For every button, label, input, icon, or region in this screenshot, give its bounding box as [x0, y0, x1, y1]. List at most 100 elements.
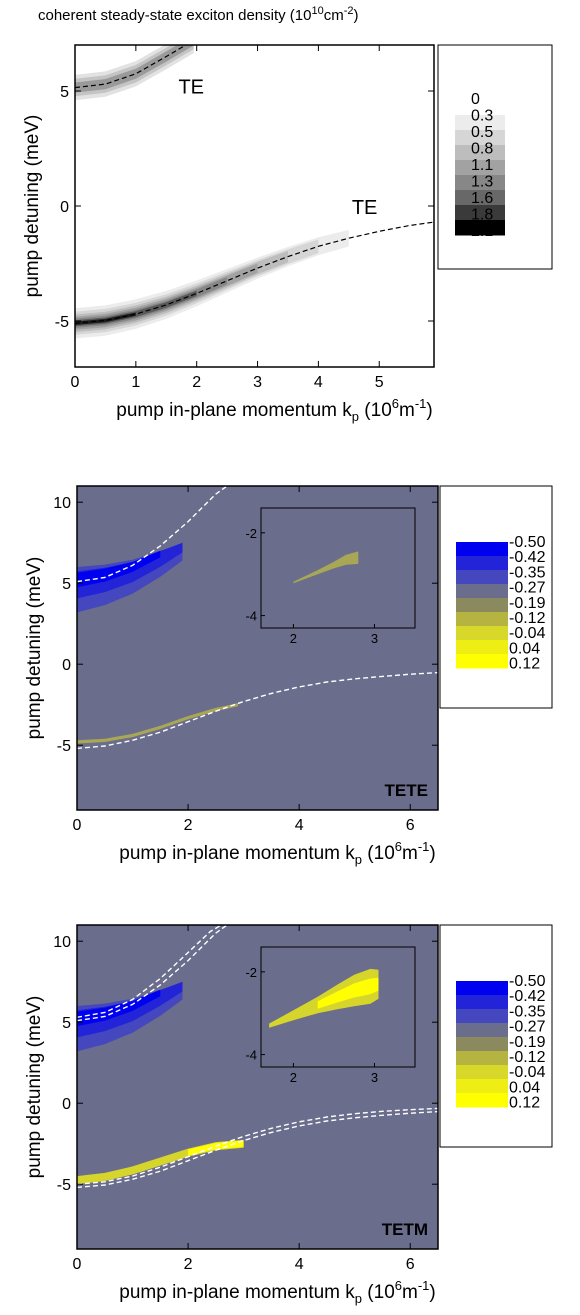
legend-label: -0.27	[509, 580, 546, 597]
x-axis-label-exp: 6	[395, 839, 402, 854]
legend-label: -0.50	[509, 534, 546, 551]
legend-swatch	[456, 640, 508, 655]
y-axis-label: pump detuning (meV)	[24, 557, 45, 740]
inset-x-tick-label: 2	[290, 631, 297, 646]
legend-label: 0	[471, 91, 480, 108]
inset-streak	[293, 551, 359, 584]
legend-swatch	[456, 1079, 508, 1094]
legend-label: 1.6	[471, 190, 493, 207]
legend-swatch	[455, 145, 505, 161]
x-axis-label-sub: p	[355, 1291, 362, 1306]
x-tick-label: 2	[184, 1256, 193, 1273]
panel-label: TETM	[382, 1220, 428, 1239]
chart-title: coherent steady-state exciton density (1…	[38, 5, 359, 24]
x-axis-label-unit: m	[402, 1282, 418, 1303]
dispersion-line-upper	[75, 45, 188, 89]
y-tick-label: 0	[62, 1096, 71, 1113]
y-tick-label: 5	[62, 576, 71, 593]
legend-swatch	[456, 1065, 508, 1080]
x-axis-label-unit: m	[402, 843, 418, 864]
legend-swatch	[456, 584, 508, 599]
panel-2-frame	[76, 485, 439, 811]
y-tick-label: 0	[62, 657, 71, 674]
legend-swatch	[455, 100, 505, 116]
legend-label: -0.19	[509, 1034, 546, 1051]
inset-y-tick-label: -2	[245, 965, 257, 980]
legend-swatch	[455, 160, 505, 176]
x-tick-label: 1	[131, 374, 140, 391]
density-contour-upper	[75, 45, 194, 93]
legend-label: -0.04	[509, 625, 546, 642]
y-tick-label: 0	[60, 199, 69, 216]
chart-title-unit-exp: -2	[344, 5, 354, 17]
legend-swatch	[455, 220, 505, 236]
panel-3-frame	[76, 924, 439, 1250]
y-tick-label: -5	[57, 1177, 71, 1194]
chart-title-main: coherent steady-state exciton density (1…	[38, 7, 312, 24]
y-tick-label: 10	[53, 934, 71, 951]
x-axis-label-sub: p	[355, 852, 362, 867]
legend-swatch	[456, 598, 508, 613]
x-axis-label-exp2: -1	[415, 396, 427, 411]
legend-swatch	[456, 1051, 508, 1066]
y-axis-label: pump detuning (meV)	[24, 996, 45, 1179]
inset-streak-core	[317, 977, 379, 1009]
panel-2-inset-frame	[260, 507, 416, 629]
legend-label: 1.3	[471, 174, 493, 191]
legend-swatch	[456, 1093, 508, 1108]
legend-swatch	[456, 612, 508, 627]
x-axis-label-close: )	[429, 843, 435, 864]
y-tick-label: -5	[57, 738, 71, 755]
dispersion-line-lower	[77, 1110, 438, 1189]
legend-label: 0.3	[471, 108, 493, 125]
legend-label: -0.50	[509, 973, 546, 990]
legend-swatch	[455, 175, 505, 191]
legend-swatch	[456, 556, 508, 571]
x-tick-label: 5	[375, 374, 384, 391]
panel-3: 2 3 -2 -4 0 2 4 6 -5 0 5 10 pump in-plane momentum k…	[24, 924, 553, 1306]
chart-title-exp: 10	[312, 5, 324, 17]
x-axis-label-unit-open: (10	[359, 400, 392, 421]
x-axis-label-exp2: -1	[418, 839, 430, 854]
legend-label: -0.42	[509, 988, 546, 1005]
x-tick-label: 0	[71, 374, 80, 391]
legend-label: 0.12	[509, 1095, 540, 1112]
x-tick-label: 4	[295, 817, 304, 834]
legend-label: -0.12	[509, 610, 546, 627]
dispersion-line-lower	[77, 1107, 438, 1185]
x-axis-label-exp: 6	[395, 1278, 402, 1293]
y-axis-label: pump detuning (meV)	[22, 115, 43, 298]
x-tick-label: 4	[295, 1256, 304, 1273]
inset-x-tick-label: 3	[371, 631, 378, 646]
legend-label: -0.35	[509, 564, 546, 581]
x-axis-label-main: pump in-plane momentum k	[116, 400, 352, 421]
legend-swatch	[456, 995, 508, 1010]
density-contour-lower	[75, 312, 136, 325]
inset-x-tick-label: 3	[371, 1070, 378, 1085]
legend-label: 1.1	[471, 157, 493, 174]
legend-swatch	[456, 1009, 508, 1024]
x-axis-label-unit: m	[399, 400, 415, 421]
panel-label: TETE	[385, 781, 428, 800]
legend-swatch	[455, 205, 505, 221]
branch-label-upper: TE	[178, 76, 204, 98]
legend-swatch	[455, 115, 505, 131]
y-tick-label: 5	[60, 84, 69, 101]
legend-swatch	[456, 570, 508, 585]
x-axis-label-unit-open: (10	[362, 1282, 395, 1303]
panel-1: coherent steady-state exciton density (1…	[22, 5, 553, 424]
x-axis-label: pump in-plane momentum kp (106m-1)	[116, 396, 432, 424]
legend-label: 0.8	[471, 141, 493, 158]
legend-label: -0.35	[509, 1003, 546, 1020]
legend-label: 1.8	[471, 207, 493, 224]
legend-swatch	[456, 981, 508, 996]
x-axis-label-sub: p	[352, 409, 359, 424]
legend-swatch	[455, 130, 505, 146]
chart-title-close: )	[354, 7, 359, 24]
x-tick-label: 6	[406, 1256, 415, 1273]
density-contour-lower	[75, 277, 228, 328]
x-axis-label-close: )	[429, 1282, 435, 1303]
legend-swatch	[456, 654, 508, 669]
chart-title-unit: cm	[324, 7, 344, 24]
